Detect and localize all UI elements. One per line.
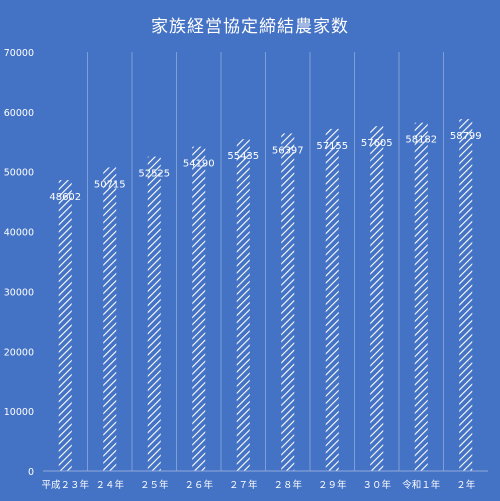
grid-layer: [87, 52, 444, 471]
x-tick-label: ２５年: [140, 479, 169, 491]
x-tick-label: 平成２３年: [41, 479, 89, 491]
data-label: 52525: [138, 169, 170, 180]
y-tick-label: 10000: [4, 407, 34, 418]
y-tick-label: 40000: [4, 228, 34, 239]
bar: [414, 122, 428, 472]
bar: [325, 128, 339, 471]
x-tick-label: ２４年: [95, 479, 124, 491]
data-label: 55435: [227, 151, 259, 162]
x-tick-label: ２７年: [229, 479, 258, 491]
y-tick-label: 30000: [4, 287, 34, 298]
bar: [370, 126, 384, 471]
y-tick-label: 20000: [4, 347, 34, 358]
data-label: 56397: [272, 145, 304, 156]
label-layer: 48602 50715 52525 54190 55435 56397 57155 57605…: [49, 131, 481, 203]
bar: [103, 167, 117, 471]
x-tick-label: ３０年: [362, 479, 391, 491]
x-tick-label: ２６年: [184, 479, 213, 491]
axis-layer: 0 10000 20000 30000 40000 50000 60000 70000 平成２３…: [4, 48, 488, 491]
data-label: 57155: [316, 141, 348, 152]
data-label: 57605: [361, 138, 393, 149]
bar: [459, 119, 473, 471]
x-tick-label: ２９年: [318, 479, 347, 491]
data-label: 48602: [49, 192, 81, 203]
bar-layer: [58, 119, 473, 472]
data-label: 58799: [450, 131, 482, 142]
y-tick-label: 50000: [4, 168, 34, 179]
bar: [236, 139, 250, 471]
bar: [281, 133, 295, 471]
bar: [192, 146, 206, 471]
x-tick-label: ２年: [456, 479, 476, 491]
data-label: 50715: [94, 179, 126, 190]
y-tick-label: 60000: [4, 108, 34, 119]
y-tick-label: 70000: [4, 48, 34, 59]
y-tick-label: 0: [28, 467, 34, 478]
x-tick-label: 令和１年: [402, 479, 441, 491]
chart-title: 家族経営協定締結農家数: [151, 17, 349, 37]
bar: [147, 156, 161, 472]
x-tick-label: ２８年: [273, 479, 302, 491]
data-label: 58182: [405, 135, 437, 146]
data-label: 54190: [183, 159, 215, 170]
bar: [58, 180, 72, 471]
